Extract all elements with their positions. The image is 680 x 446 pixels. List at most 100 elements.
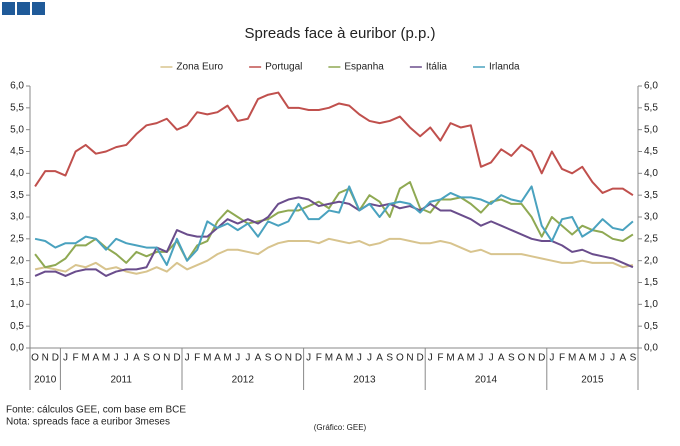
year-label: 2011 — [110, 375, 132, 386]
legend-label: Irlanda — [489, 62, 520, 73]
x-tick-label: A — [133, 353, 140, 364]
x-tick-label: S — [143, 353, 150, 364]
x-tick-label: A — [214, 353, 221, 364]
x-tick-label: M — [102, 353, 110, 364]
series-line — [34, 91, 634, 197]
x-tick-label: J — [357, 353, 362, 364]
y2-tick-label: 2,5 — [644, 233, 658, 244]
x-tick-label: N — [406, 353, 413, 364]
x-tick-label: S — [508, 353, 515, 364]
x-tick-label: J — [610, 353, 615, 364]
x-tick-label: F — [73, 353, 79, 364]
x-tick-label: O — [153, 353, 161, 364]
y-tick-label: 4,5 — [10, 146, 24, 157]
y2-tick-label: 4,0 — [644, 168, 658, 179]
y2-tick-label: 6,0 — [644, 81, 658, 92]
y-tick-label: 3,5 — [10, 190, 24, 201]
x-tick-label: N — [528, 353, 535, 364]
x-tick-label: J — [235, 353, 240, 364]
y2-tick-label: 0,0 — [644, 343, 658, 354]
x-tick-label: S — [386, 353, 393, 364]
y-tick-label: 0,0 — [10, 343, 24, 354]
y2-tick-label: 1,5 — [644, 277, 658, 288]
x-tick-label: M — [325, 353, 333, 364]
year-label: 2013 — [353, 375, 376, 386]
y-tick-label: 4,0 — [10, 168, 24, 179]
x-tick-label: F — [316, 353, 322, 364]
x-tick-label: A — [255, 353, 262, 364]
chart-title: Spreads face à euribor (p.p.) — [245, 25, 436, 42]
x-tick-label: D — [538, 353, 545, 364]
logo — [2, 2, 45, 15]
x-tick-label: J — [549, 353, 554, 364]
x-tick-label: M — [588, 353, 596, 364]
logo-square — [32, 2, 45, 15]
x-tick-label: D — [173, 353, 180, 364]
y-tick-label: 5,5 — [10, 102, 24, 113]
note: Nota: spreads face a euribor 3meses — [6, 417, 170, 428]
x-tick-label: J — [478, 353, 483, 364]
credit: (Gráfico: GEE) — [314, 423, 367, 432]
year-label: 2014 — [475, 375, 498, 386]
y2-tick-label: 5,5 — [644, 102, 658, 113]
y2-tick-label: 2,0 — [644, 255, 658, 266]
x-tick-label: M — [467, 353, 475, 364]
x-tick-label: O — [274, 353, 282, 364]
x-tick-label: S — [630, 353, 637, 364]
legend-label: Itália — [426, 62, 448, 73]
x-tick-label: M — [203, 353, 211, 364]
x-tick-label: M — [223, 353, 231, 364]
x-tick-label: N — [42, 353, 49, 364]
y2-tick-label: 1,0 — [644, 299, 658, 310]
x-tick-label: J — [63, 353, 68, 364]
x-tick-label: F — [194, 353, 200, 364]
y-tick-label: 3,0 — [10, 212, 24, 223]
series-line — [34, 181, 634, 269]
x-tick-label: M — [345, 353, 353, 364]
x-tick-label: N — [285, 353, 292, 364]
y-tick-label: 2,0 — [10, 255, 24, 266]
x-tick-label: F — [559, 353, 565, 364]
x-tick-label: J — [124, 353, 129, 364]
x-tick-label: J — [428, 353, 433, 364]
x-tick-label: A — [619, 353, 626, 364]
series-line — [34, 196, 634, 277]
x-tick-label: A — [579, 353, 586, 364]
x-tick-label: A — [457, 353, 464, 364]
logo-square — [2, 2, 15, 15]
x-tick-label: O — [396, 353, 404, 364]
y-tick-label: 6,0 — [10, 81, 24, 92]
x-tick-label: M — [82, 353, 90, 364]
x-tick-label: A — [93, 353, 100, 364]
x-tick-label: S — [265, 353, 272, 364]
x-tick-label: J — [600, 353, 605, 364]
legend-label: Portugal — [265, 62, 302, 73]
legend-label: Espanha — [344, 62, 384, 73]
x-tick-label: J — [367, 353, 372, 364]
x-tick-label: D — [417, 353, 424, 364]
year-label: 2010 — [34, 375, 57, 386]
x-tick-label: A — [498, 353, 505, 364]
x-tick-label: A — [336, 353, 343, 364]
x-tick-label: D — [52, 353, 59, 364]
y-tick-label: 1,5 — [10, 277, 24, 288]
source: Fonte: cálculos GEE, com base em BCE — [6, 405, 186, 416]
year-label: 2012 — [232, 375, 255, 386]
y2-tick-label: 4,5 — [644, 146, 658, 157]
y-tick-label: 1,0 — [10, 299, 24, 310]
series-line — [34, 185, 634, 267]
y-tick-label: 0,5 — [10, 321, 24, 332]
y-tick-label: 5,0 — [10, 124, 24, 135]
year-label: 2015 — [581, 375, 604, 386]
series-line — [34, 237, 634, 275]
legend-label: Zona Euro — [176, 62, 223, 73]
y-tick-label: 2,5 — [10, 233, 24, 244]
x-tick-label: O — [31, 353, 39, 364]
x-tick-label: J — [114, 353, 119, 364]
x-tick-label: A — [376, 353, 383, 364]
y2-tick-label: 5,0 — [644, 124, 658, 135]
x-tick-label: J — [245, 353, 250, 364]
x-tick-label: F — [437, 353, 443, 364]
y2-tick-label: 3,5 — [644, 190, 658, 201]
logo-square — [17, 2, 30, 15]
